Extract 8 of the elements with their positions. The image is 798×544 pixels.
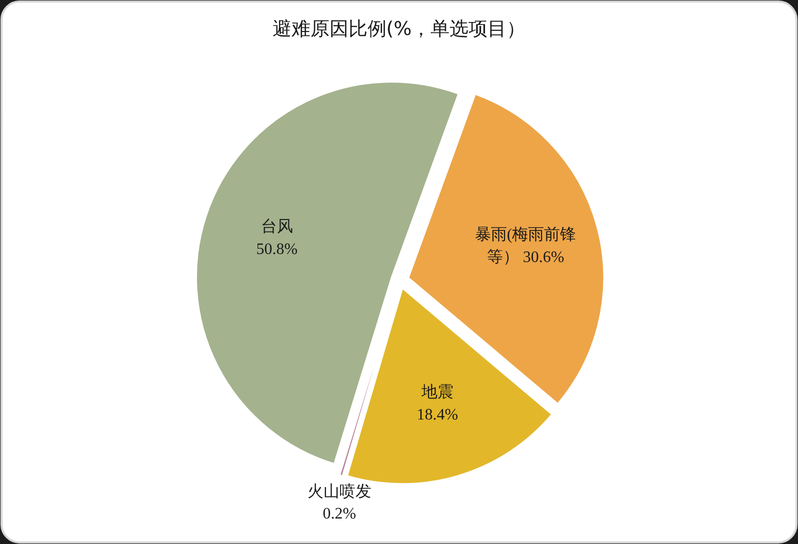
slice-label: 地震 bbox=[420, 382, 454, 401]
data-label: 50.8% bbox=[256, 240, 298, 258]
slice-label: 火山喷发 bbox=[307, 482, 372, 500]
slice-label: 暴雨(梅雨前锋等） 30.6% bbox=[474, 225, 576, 266]
data-label: 0.2% bbox=[322, 505, 356, 522]
data-label: 18.4% bbox=[416, 406, 458, 424]
slice-label: 台风 bbox=[260, 217, 293, 236]
chart-title: 避难原因比例(%，单选项目） bbox=[272, 18, 526, 40]
